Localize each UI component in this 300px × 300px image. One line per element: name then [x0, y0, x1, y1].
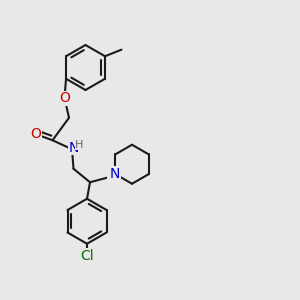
Text: N: N	[110, 167, 120, 181]
Text: O: O	[31, 127, 41, 141]
Text: Cl: Cl	[80, 249, 94, 263]
Text: H: H	[75, 140, 84, 150]
Text: N: N	[107, 169, 118, 183]
Text: N: N	[68, 141, 79, 155]
Text: O: O	[59, 91, 70, 105]
